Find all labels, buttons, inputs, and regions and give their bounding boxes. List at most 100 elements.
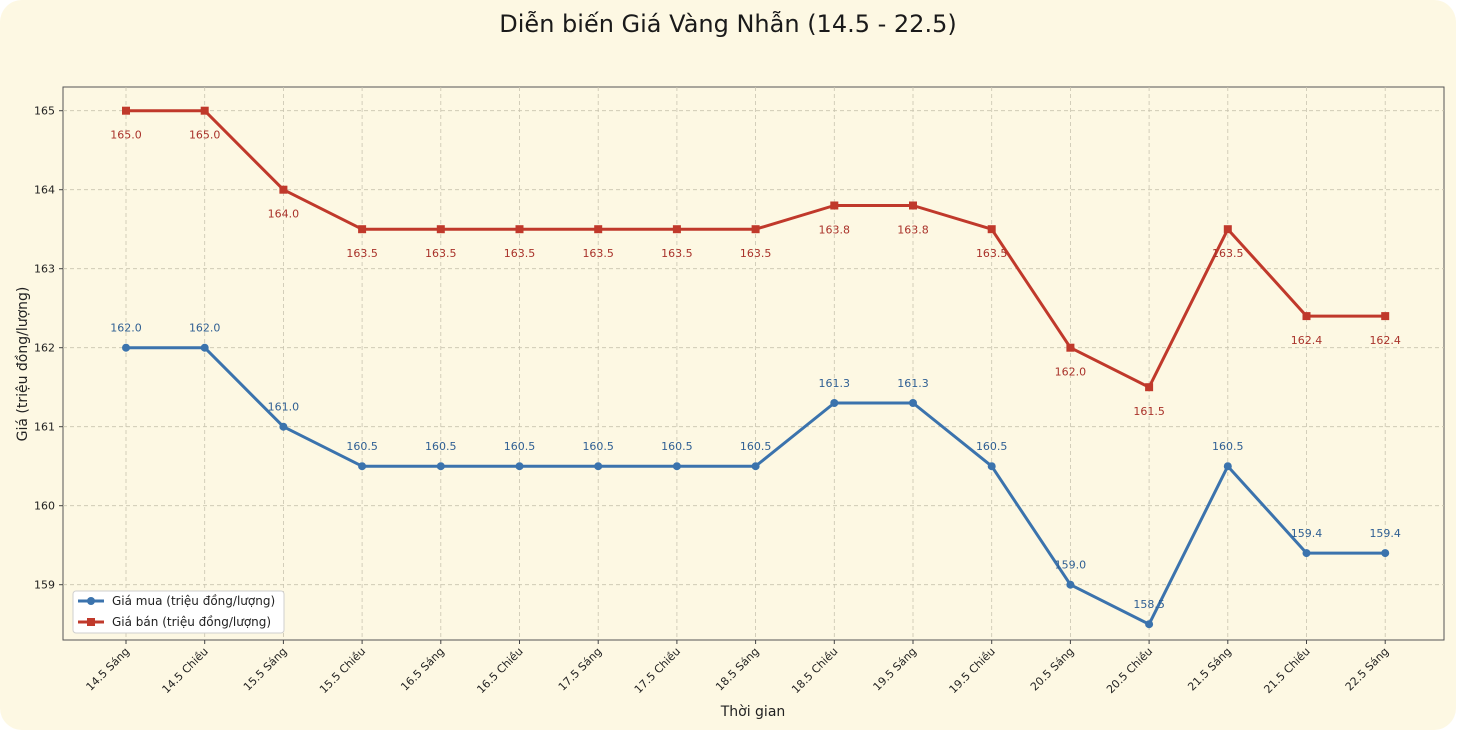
- y-axis-label: Giá (triệu đồng/lượng): [14, 287, 31, 442]
- legend-marker: [87, 618, 95, 626]
- data-point: [751, 462, 760, 471]
- x-tick-label: 18.5 Chiều: [789, 645, 840, 696]
- data-label: 159.4: [1369, 527, 1401, 540]
- data-point: [200, 106, 209, 115]
- y-tick-label: 161: [34, 421, 55, 434]
- x-tick-label: 14.5 Sáng: [84, 645, 133, 694]
- data-point: [909, 399, 917, 407]
- legend-box: [72, 590, 285, 634]
- data-point: [436, 225, 445, 234]
- data-point: [1145, 383, 1154, 392]
- x-axis-label: Thời gian: [720, 704, 786, 720]
- y-axis-ticks: 159 160 161 162 163 164 165: [34, 105, 63, 592]
- y-tick-label: 163: [34, 263, 55, 276]
- data-label: 164.0: [268, 208, 300, 221]
- data-point: [751, 225, 760, 234]
- data-label: 160.5: [1212, 440, 1244, 453]
- x-tick-label: 17.5 Sáng: [556, 645, 605, 694]
- series-sell: 165.0 165.0 164.0 163.5 163.5 163.5 163.5 163.5…: [110, 106, 1401, 418]
- data-point: [1302, 549, 1311, 558]
- data-label: 163.5: [504, 247, 536, 260]
- data-point: [515, 225, 524, 234]
- data-point: [672, 462, 681, 471]
- y-tick-label: 164: [34, 184, 55, 197]
- data-label: 160.5: [582, 440, 614, 453]
- data-point: [1302, 312, 1311, 321]
- data-label: 162.4: [1369, 334, 1401, 347]
- data-label: 160.5: [661, 440, 693, 453]
- data-label: 163.5: [346, 247, 378, 260]
- data-label: 163.8: [819, 224, 851, 237]
- x-tick-label: 14.5 Chiều: [160, 645, 211, 696]
- data-label: 160.5: [425, 440, 457, 453]
- grid-lines: [63, 87, 1444, 640]
- data-point: [594, 462, 603, 471]
- x-tick-label: 15.5 Sáng: [241, 645, 290, 694]
- data-label: 162.0: [1055, 366, 1087, 379]
- legend-marker: [87, 597, 95, 605]
- data-point: [1223, 462, 1232, 471]
- data-point: [358, 225, 367, 234]
- data-label: 163.5: [1212, 247, 1244, 260]
- data-point: [987, 462, 996, 471]
- data-label: 160.5: [504, 440, 536, 453]
- x-tick-label: 21.5 Chiều: [1261, 645, 1312, 696]
- data-label: 162.0: [189, 322, 221, 335]
- data-label: 163.5: [582, 247, 614, 260]
- x-axis-ticks: 14.5 Sáng 14.5 Chiều 15.5 Sáng 15.5 Chiều 16…: [84, 640, 1391, 696]
- data-label: 159.0: [1055, 559, 1087, 572]
- data-point: [830, 201, 839, 210]
- x-tick-label: 20.5 Chiều: [1104, 645, 1155, 696]
- data-point: [515, 462, 524, 471]
- series-buy: 162.0 162.0 161.0 160.5 160.5 160.5 160.5 160.5…: [110, 322, 1401, 629]
- data-point: [279, 185, 288, 194]
- data-label: 163.5: [661, 247, 693, 260]
- legend: Giá mua (triệu đồng/lượng) Giá bán (triệu…: [72, 590, 285, 634]
- data-label: 163.8: [897, 224, 929, 237]
- x-tick-label: 16.5 Chiều: [474, 645, 525, 696]
- data-label: 162.4: [1291, 334, 1323, 347]
- data-point: [122, 106, 130, 115]
- x-tick-label: 16.5 Sáng: [398, 645, 447, 694]
- data-label: 163.5: [425, 247, 457, 260]
- data-point: [436, 462, 445, 471]
- data-label: 165.0: [110, 129, 142, 142]
- x-tick-label: 19.5 Sáng: [871, 645, 920, 694]
- data-label: 160.5: [740, 440, 772, 453]
- data-label: 165.0: [189, 129, 221, 142]
- data-label: 161.5: [1133, 405, 1165, 418]
- x-tick-label: 21.5 Sáng: [1185, 645, 1234, 694]
- y-tick-label: 160: [34, 500, 55, 513]
- data-label: 159.4: [1291, 527, 1323, 540]
- data-point: [279, 422, 288, 431]
- data-point: [200, 343, 209, 352]
- data-label: 162.0: [110, 322, 142, 335]
- data-point: [830, 399, 839, 407]
- data-label: 160.5: [346, 440, 378, 453]
- data-point: [1223, 225, 1232, 234]
- plot-area: [62, 86, 1445, 641]
- data-point: [1145, 620, 1154, 629]
- y-tick-label: 165: [34, 105, 55, 118]
- data-point: [594, 225, 603, 234]
- series-layer: 162.0 162.0 161.0 160.5 160.5 160.5 160.5 160.5…: [110, 106, 1401, 629]
- data-point: [672, 225, 681, 234]
- data-label: 163.5: [740, 247, 772, 260]
- legend-label: Giá bán (triệu đồng/lượng): [112, 615, 271, 629]
- data-point: [122, 343, 130, 352]
- y-tick-label: 162: [34, 342, 55, 355]
- chart-title: Diễn biến Giá Vàng Nhẫn (14.5 - 22.5): [499, 10, 957, 38]
- x-tick-label: 15.5 Chiều: [317, 645, 368, 696]
- data-point: [1381, 549, 1390, 558]
- data-label: 160.5: [976, 440, 1008, 453]
- data-point: [358, 462, 367, 471]
- y-tick-label: 159: [34, 579, 55, 592]
- data-label: 163.5: [976, 247, 1008, 260]
- x-tick-label: 17.5 Chiều: [632, 645, 683, 696]
- legend-label: Giá mua (triệu đồng/lượng): [112, 594, 275, 608]
- data-point: [1066, 343, 1075, 352]
- data-label: 161.3: [897, 377, 929, 390]
- x-tick-label: 20.5 Sáng: [1028, 645, 1077, 694]
- data-label: 161.0: [268, 401, 300, 414]
